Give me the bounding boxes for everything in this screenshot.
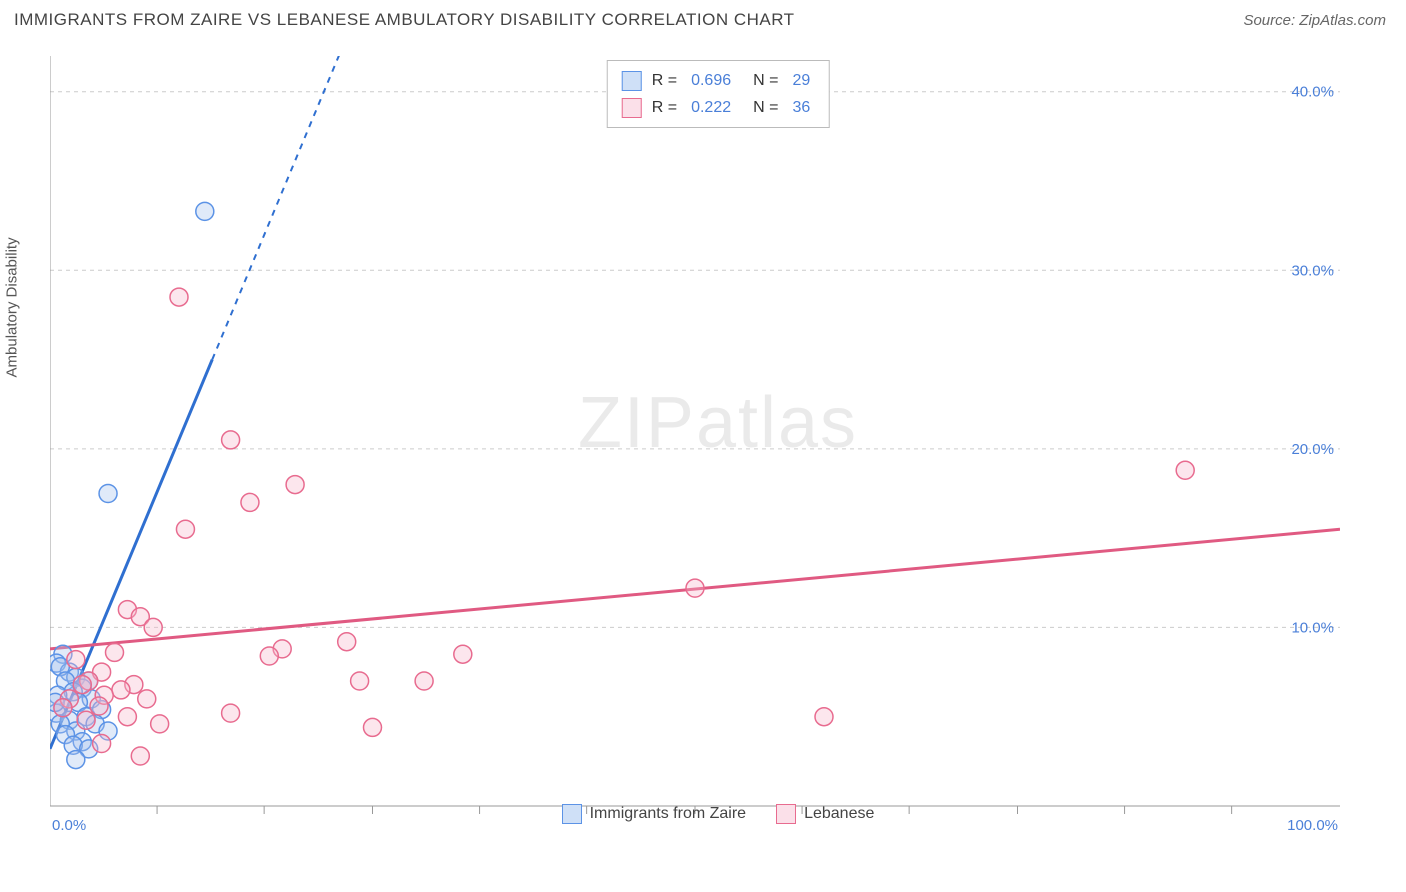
series-legend: Immigrants from Zaire Lebanese	[50, 804, 1386, 824]
n-value: 29	[788, 67, 814, 94]
n-value: 36	[788, 94, 814, 121]
y-axis-label: Ambulatory Disability	[4, 237, 21, 377]
chart-title: IMMIGRANTS FROM ZAIRE VS LEBANESE AMBULA…	[14, 10, 795, 30]
series-legend-item: Lebanese	[776, 804, 874, 824]
svg-text:10.0%: 10.0%	[1291, 619, 1334, 636]
svg-text:40.0%: 40.0%	[1291, 84, 1334, 101]
scatter-chart: 10.0%20.0%30.0%40.0%0.0%100.0%	[50, 46, 1386, 832]
legend-swatch	[622, 71, 642, 91]
r-value: 0.222	[687, 94, 735, 121]
legend-row: R = 0.696 N = 29	[622, 67, 815, 94]
legend-swatch	[776, 804, 796, 824]
series-name: Lebanese	[804, 805, 874, 823]
legend-swatch	[562, 804, 582, 824]
r-value: 0.696	[687, 67, 735, 94]
n-label: N =	[753, 67, 778, 94]
chart-area: Ambulatory Disability 10.0%20.0%30.0%40.…	[50, 46, 1386, 832]
source-attribution: Source: ZipAtlas.com	[1243, 12, 1386, 29]
r-label: R =	[652, 94, 677, 121]
n-label: N =	[753, 94, 778, 121]
svg-text:20.0%: 20.0%	[1291, 441, 1334, 458]
series-name: Immigrants from Zaire	[590, 805, 746, 823]
svg-text:30.0%: 30.0%	[1291, 262, 1334, 279]
r-label: R =	[652, 67, 677, 94]
correlation-legend: R = 0.696 N = 29 R = 0.222 N = 36	[607, 60, 830, 128]
series-legend-item: Immigrants from Zaire	[562, 804, 746, 824]
legend-row: R = 0.222 N = 36	[622, 94, 815, 121]
legend-swatch	[622, 98, 642, 118]
